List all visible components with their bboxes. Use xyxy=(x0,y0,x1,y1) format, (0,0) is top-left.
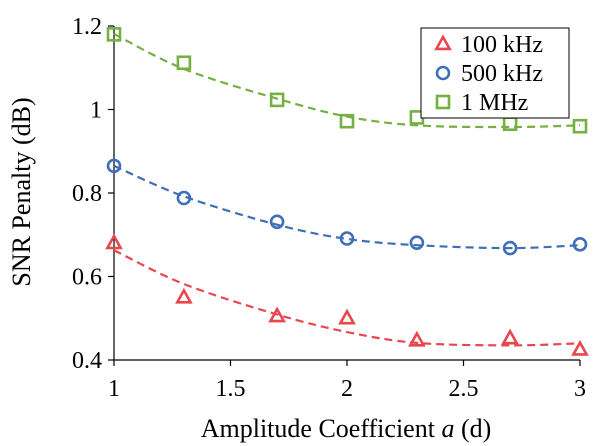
ticks: 0.4 0.6 0.8 1 1.2 1 1.5 2 2.5 3 xyxy=(72,14,586,402)
data-point-triangle xyxy=(571,339,589,356)
fit-curve-circle xyxy=(113,164,581,250)
y-tick-label: 0.6 xyxy=(72,265,102,291)
x-tick-label: 2.5 xyxy=(449,376,479,402)
data-point-circle xyxy=(106,158,122,174)
y-tick-label: 0.8 xyxy=(72,181,102,207)
data-point-triangle xyxy=(175,287,193,304)
legend-label: 1 MHz xyxy=(461,90,528,116)
y-tick-label: 1.2 xyxy=(72,14,102,40)
data-point-square xyxy=(106,27,122,42)
legend-marker-circle xyxy=(435,65,451,81)
x-tick-label: 1.5 xyxy=(216,376,246,402)
x-axis-title-prefix: Amplitude Coefficient xyxy=(201,414,442,443)
x-axis-title-suffix: (d) xyxy=(454,414,491,443)
data-point-square xyxy=(269,92,285,108)
legend-label: 100 kHz xyxy=(461,32,543,58)
data-point-circle xyxy=(269,214,285,230)
series-circle xyxy=(106,158,588,256)
x-axis-title-variable: a xyxy=(441,414,454,443)
y-tick-label: 0.4 xyxy=(72,348,102,374)
series-triangle xyxy=(105,233,589,356)
y-axis-title: SNR Penalty (dB) xyxy=(7,97,36,286)
legend: 100 kHz 500 kHz 1 MHz xyxy=(420,27,570,119)
legend-marker-square xyxy=(435,94,451,110)
fit-curve-triangle xyxy=(113,249,581,347)
y-tick-label: 1 xyxy=(90,98,102,124)
data-point-circle xyxy=(409,235,425,250)
data-point-triangle xyxy=(501,328,519,345)
legend-label: 500 kHz xyxy=(461,61,543,87)
x-tick-label: 3 xyxy=(574,376,586,402)
data-point-circle xyxy=(502,240,518,256)
data-point-circle xyxy=(176,190,192,206)
legend-marker-triangle xyxy=(434,34,452,51)
data-point-square xyxy=(176,55,192,71)
data-point-triangle xyxy=(105,233,123,250)
data-point-square xyxy=(572,118,588,134)
data-point-circle xyxy=(339,231,355,246)
data-point-triangle xyxy=(408,330,426,347)
x-tick-label: 1 xyxy=(108,376,120,402)
data-point-square xyxy=(339,113,355,129)
x-axis-title: Amplitude Coefficient a (d) xyxy=(201,414,492,443)
data-point-triangle xyxy=(338,308,356,325)
data-point-triangle xyxy=(268,306,286,323)
x-tick-label: 2 xyxy=(341,376,353,402)
data-point-circle xyxy=(572,237,588,252)
